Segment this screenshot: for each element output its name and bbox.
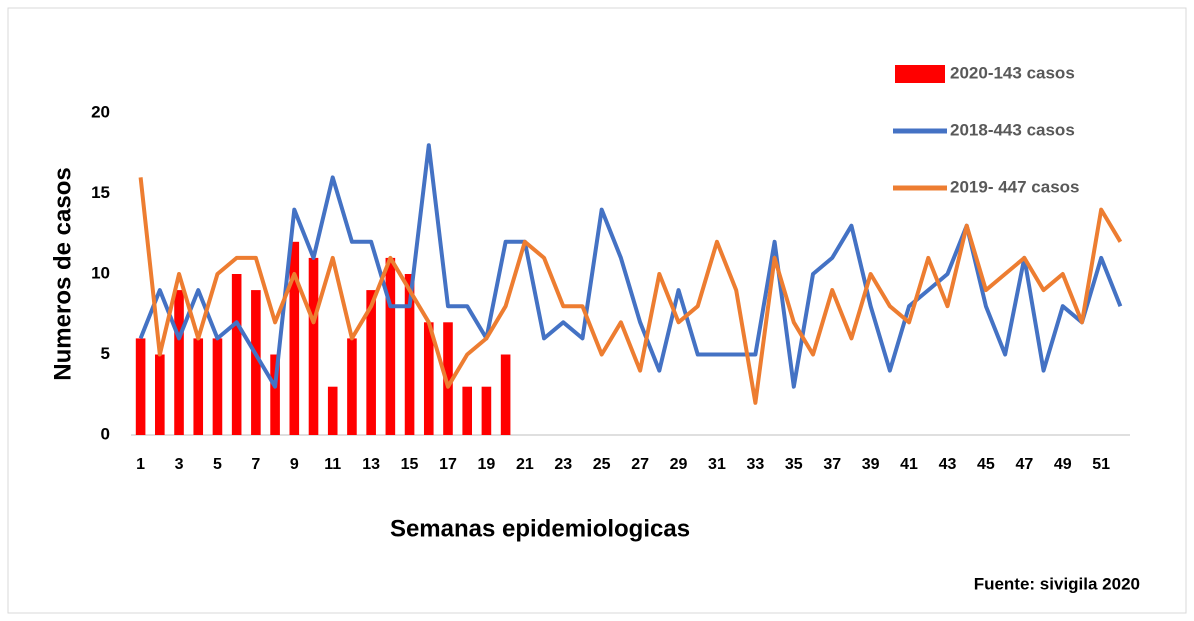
x-tick-label: 49 — [1054, 456, 1072, 473]
legend-swatch — [895, 65, 945, 83]
x-tick-label: 21 — [516, 456, 534, 473]
x-tick-label: 7 — [251, 456, 260, 473]
x-tick-label: 1 — [136, 456, 145, 473]
legend-label: 2018-443 casos — [950, 120, 1075, 139]
x-tick-label: 31 — [708, 456, 726, 473]
x-axis-title: Semanas epidemiologicas — [390, 515, 690, 542]
x-tick-label: 19 — [478, 456, 496, 473]
bar — [366, 290, 376, 435]
y-tick-label: 20 — [91, 102, 110, 121]
y-axis-title: Numeros de casos — [49, 167, 76, 380]
bar — [308, 257, 319, 435]
bar — [289, 241, 300, 435]
x-tick-label: 33 — [746, 456, 764, 473]
x-tick-label: 11 — [324, 456, 341, 473]
x-tick-label: 39 — [862, 456, 880, 473]
x-tick-label: 29 — [670, 456, 688, 473]
bar — [404, 274, 415, 435]
y-tick-label: 15 — [91, 183, 110, 202]
line — [138, 177, 1123, 405]
bar — [481, 386, 492, 435]
bar — [500, 354, 511, 435]
bar — [155, 354, 165, 435]
bar — [270, 354, 280, 435]
bar — [443, 322, 453, 435]
x-tick-label: 13 — [362, 456, 380, 473]
x-tick-label: 47 — [1015, 456, 1033, 473]
x-tick-label: 35 — [785, 456, 803, 473]
x-tick-label: 27 — [631, 456, 649, 473]
y-tick-label: 10 — [91, 263, 110, 282]
bar — [423, 322, 434, 435]
bar — [193, 338, 204, 435]
bar — [174, 290, 184, 435]
legend-label: 2020-143 casos — [950, 63, 1075, 82]
x-tick-label: 25 — [593, 456, 611, 473]
bar — [251, 290, 261, 435]
y-tick-label: 0 — [101, 424, 110, 443]
bar — [212, 338, 223, 435]
x-tick-label: 3 — [175, 456, 184, 473]
bar — [135, 338, 146, 435]
x-tick-label: 45 — [977, 456, 995, 473]
x-tick-label: 23 — [554, 456, 572, 473]
x-tick-label: 5 — [213, 456, 222, 473]
y-tick-label: 5 — [101, 344, 110, 363]
x-tick-label: 41 — [900, 456, 918, 473]
line — [138, 143, 1123, 389]
legend-label: 2019- 447 casos — [950, 177, 1080, 196]
x-tick-label: 51 — [1092, 456, 1110, 473]
bar — [385, 257, 396, 435]
bar — [327, 386, 338, 435]
x-tick-label: 9 — [290, 456, 299, 473]
x-tick-label: 37 — [823, 456, 841, 473]
x-tick-label: 17 — [439, 456, 457, 473]
x-tick-label: 15 — [401, 456, 419, 473]
bar — [231, 274, 242, 435]
x-tick-label: 43 — [939, 456, 957, 473]
source-note: Fuente: sivigila 2020 — [974, 574, 1140, 593]
bar — [347, 338, 357, 435]
bar — [462, 386, 473, 435]
